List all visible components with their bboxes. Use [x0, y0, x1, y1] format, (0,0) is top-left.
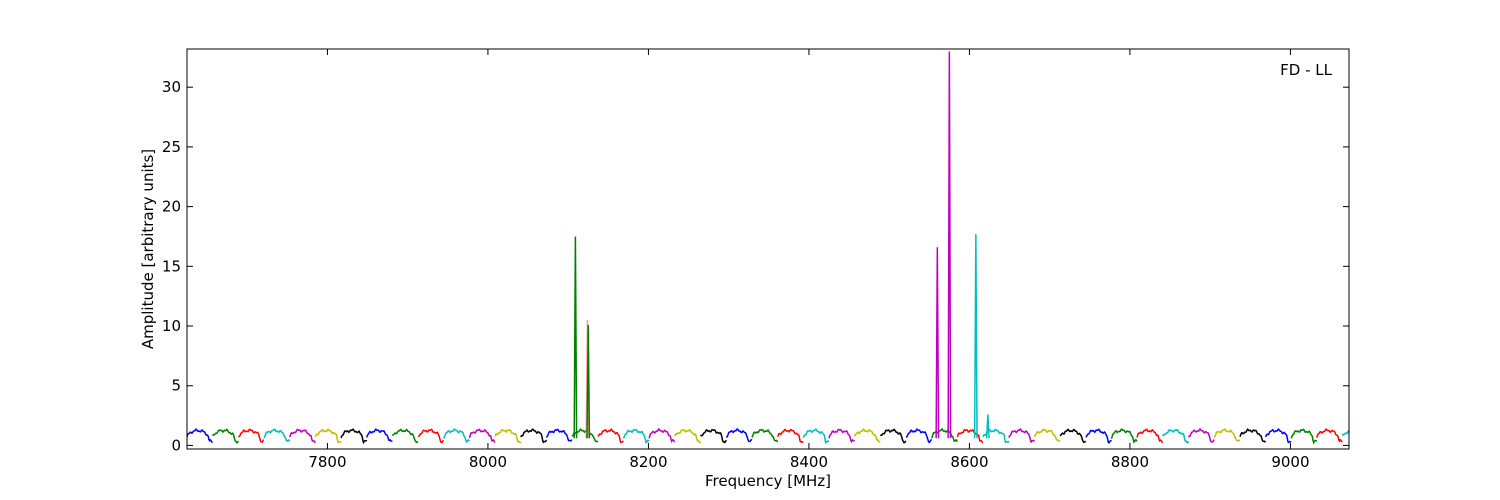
subband-series	[494, 428, 522, 444]
subband-series	[597, 428, 624, 444]
series-layer	[187, 427, 1349, 445]
subband-series	[674, 428, 702, 444]
subband-series	[314, 428, 342, 444]
spike	[586, 324, 591, 439]
subband-series	[1085, 428, 1112, 444]
subband-series	[879, 428, 907, 444]
x-tick-label: 7800	[308, 453, 346, 471]
subband-series	[1316, 428, 1343, 443]
subband-series	[366, 428, 393, 442]
y-tick-label: 0	[171, 436, 181, 454]
x-tick-label: 8800	[1111, 453, 1149, 471]
y-tick-label: 25	[162, 138, 181, 156]
subband-series	[700, 428, 727, 444]
subband-series	[1136, 428, 1163, 444]
subband-series	[1033, 428, 1061, 442]
subband-series	[417, 428, 444, 444]
y-axis-label: Amplitude [arbitrary units]	[139, 149, 157, 349]
subband-series	[751, 428, 779, 443]
y-tick-label: 30	[162, 78, 181, 96]
subband-series	[828, 428, 855, 444]
subband-series	[391, 428, 419, 444]
subband-series	[443, 428, 471, 443]
subband-series	[289, 428, 317, 444]
subband-series	[520, 428, 548, 444]
x-tick-label: 8600	[950, 453, 988, 471]
x-axis-label: Frequency [MHz]	[705, 472, 831, 490]
spike	[585, 320, 590, 439]
spike	[947, 51, 952, 439]
subband-series	[545, 428, 573, 442]
subband-series	[622, 428, 650, 444]
subband-series	[1162, 428, 1190, 444]
subband-series	[237, 428, 265, 444]
spike	[985, 414, 990, 439]
x-tick-label: 8200	[629, 453, 667, 471]
subband-series	[340, 428, 368, 445]
y-tick-label: 5	[171, 377, 181, 395]
subband-series	[1264, 428, 1292, 444]
spike	[973, 234, 978, 439]
subband-series	[1059, 428, 1087, 444]
subband-series	[853, 428, 881, 443]
subband-series	[263, 428, 291, 442]
subband-series	[1110, 428, 1138, 444]
subband-series	[802, 428, 830, 445]
x-tick-label: 8400	[790, 453, 828, 471]
subband-series	[776, 428, 804, 444]
subband-series	[1239, 428, 1267, 443]
x-tick-label: 8000	[469, 453, 507, 471]
y-axis: 0 5 10 15 20 25 30	[162, 78, 1349, 454]
subband-series	[1213, 428, 1241, 442]
subband-series	[905, 428, 933, 444]
subband-series	[1290, 428, 1318, 445]
x-tick-label: 9000	[1271, 453, 1309, 471]
y-tick-label: 15	[162, 257, 181, 275]
subband-series	[1187, 427, 1215, 443]
plot-frame	[186, 48, 1350, 450]
subband-series	[1341, 429, 1349, 437]
y-tick-label: 10	[162, 317, 181, 335]
subband-series	[648, 427, 676, 444]
y-tick-label: 20	[162, 198, 181, 216]
plot-annotation: FD - LL	[1280, 61, 1332, 79]
subband-series	[468, 428, 496, 444]
spike	[573, 236, 578, 439]
x-axis: 7800 8000 8200 8400 8600 8800 9000	[308, 49, 1310, 471]
subband-series	[1008, 427, 1035, 444]
subband-series	[956, 428, 984, 444]
subband-series	[212, 428, 240, 444]
subband-series	[187, 428, 213, 443]
subband-series	[725, 428, 753, 443]
spike	[935, 247, 940, 439]
spike-layer	[573, 51, 990, 439]
